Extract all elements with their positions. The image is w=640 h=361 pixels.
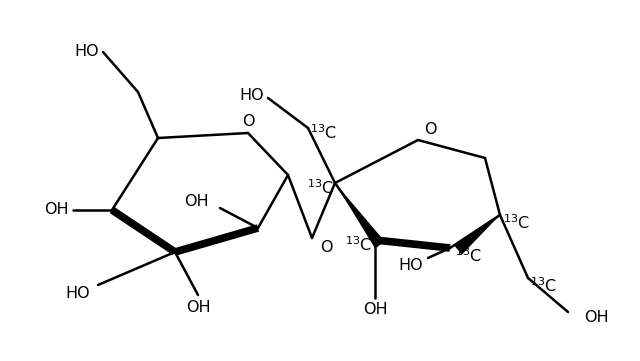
Text: $^{13}$C: $^{13}$C	[310, 124, 337, 142]
Text: $^{13}$C: $^{13}$C	[307, 179, 334, 197]
Text: OH: OH	[44, 203, 69, 217]
Text: HO: HO	[398, 258, 423, 274]
Text: O: O	[320, 240, 333, 256]
Text: $^{13}$C: $^{13}$C	[345, 236, 372, 255]
Text: $^{13}$C: $^{13}$C	[503, 214, 530, 232]
Polygon shape	[454, 215, 500, 255]
Polygon shape	[335, 183, 385, 248]
Text: OH: OH	[184, 195, 208, 209]
Text: O: O	[242, 114, 254, 130]
Text: HO: HO	[65, 286, 90, 300]
Text: OH: OH	[584, 309, 609, 325]
Text: $^{13}$C: $^{13}$C	[455, 247, 482, 265]
Text: HO: HO	[74, 44, 99, 60]
Text: $^{13}$C: $^{13}$C	[530, 277, 557, 295]
Text: OH: OH	[363, 303, 387, 318]
Text: O: O	[424, 122, 436, 138]
Text: HO: HO	[239, 88, 264, 104]
Text: OH: OH	[186, 300, 211, 316]
